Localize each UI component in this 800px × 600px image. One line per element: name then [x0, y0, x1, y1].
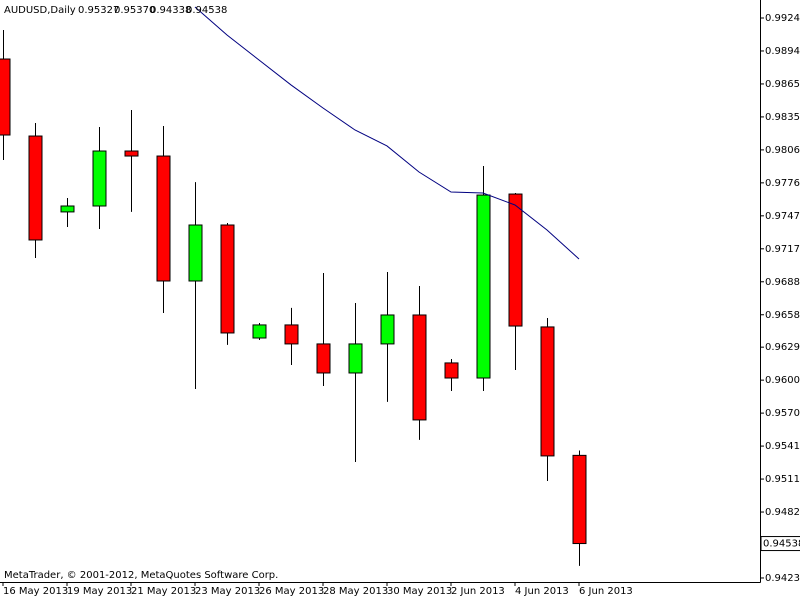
candle-body — [252, 324, 267, 339]
candle-body — [188, 224, 203, 282]
y-tick-label: 0.97765 — [765, 178, 800, 189]
moving-average — [194, 6, 580, 260]
x-tick-label: 2 Jun 2013 — [451, 586, 505, 597]
x-tick-label: 4 Jun 2013 — [515, 586, 569, 597]
y-tick-label: 0.96585 — [765, 310, 800, 321]
y-tick-label: 0.97175 — [765, 244, 800, 255]
candle-body — [28, 135, 43, 241]
candle-body — [476, 194, 491, 379]
footer: MetaTrader, © 2001-2012, MetaQuotes Soft… — [4, 570, 278, 581]
y-tick-label: 0.96295 — [765, 342, 800, 353]
ohlc-high: 0.95370 — [114, 5, 155, 16]
candle-body — [316, 343, 331, 374]
y-tick-label: 0.95705 — [765, 408, 800, 419]
x-tick-label: 30 May 2013 — [387, 586, 452, 597]
x-tick-label: 28 May 2013 — [323, 586, 388, 597]
x-tick-label: 26 May 2013 — [259, 586, 324, 597]
y-tick-label: 0.98945 — [765, 46, 800, 57]
y-tick-label: 0.98355 — [765, 112, 800, 123]
last-price-box — [760, 536, 800, 552]
candle-body — [0, 58, 11, 136]
ohlc-open: 0.95327 — [78, 5, 119, 16]
candle-body — [444, 362, 459, 379]
candle-body — [540, 326, 555, 457]
candle-body — [348, 343, 363, 374]
candle-body — [284, 324, 299, 345]
y-tick-label: 0.95115 — [765, 474, 800, 485]
candle-body — [380, 314, 395, 345]
candle-body — [508, 193, 523, 327]
symbol-label: AUDUSD,Daily — [4, 5, 76, 16]
candle-body — [156, 155, 171, 282]
y-tick-label: 0.99240 — [765, 13, 800, 24]
x-tick-label: 19 May 2013 — [67, 586, 132, 597]
last-price-label: 0.94538 — [763, 539, 800, 550]
x-tick-label: 23 May 2013 — [195, 586, 260, 597]
candle-body — [124, 150, 139, 157]
candle-body — [572, 454, 587, 545]
x-tick-label: 16 May 2013 — [3, 586, 68, 597]
x-tick-label: 6 Jun 2013 — [579, 586, 633, 597]
plot-area — [0, 6, 587, 566]
candle-body — [220, 224, 235, 334]
ohlc-low: 0.94338 — [150, 5, 191, 16]
candle-body — [412, 314, 427, 421]
candle-body — [60, 205, 75, 213]
x-tick-label: 21 May 2013 — [131, 586, 196, 597]
candle-body — [92, 150, 107, 207]
ohlc-close: 0.94538 — [186, 5, 227, 16]
